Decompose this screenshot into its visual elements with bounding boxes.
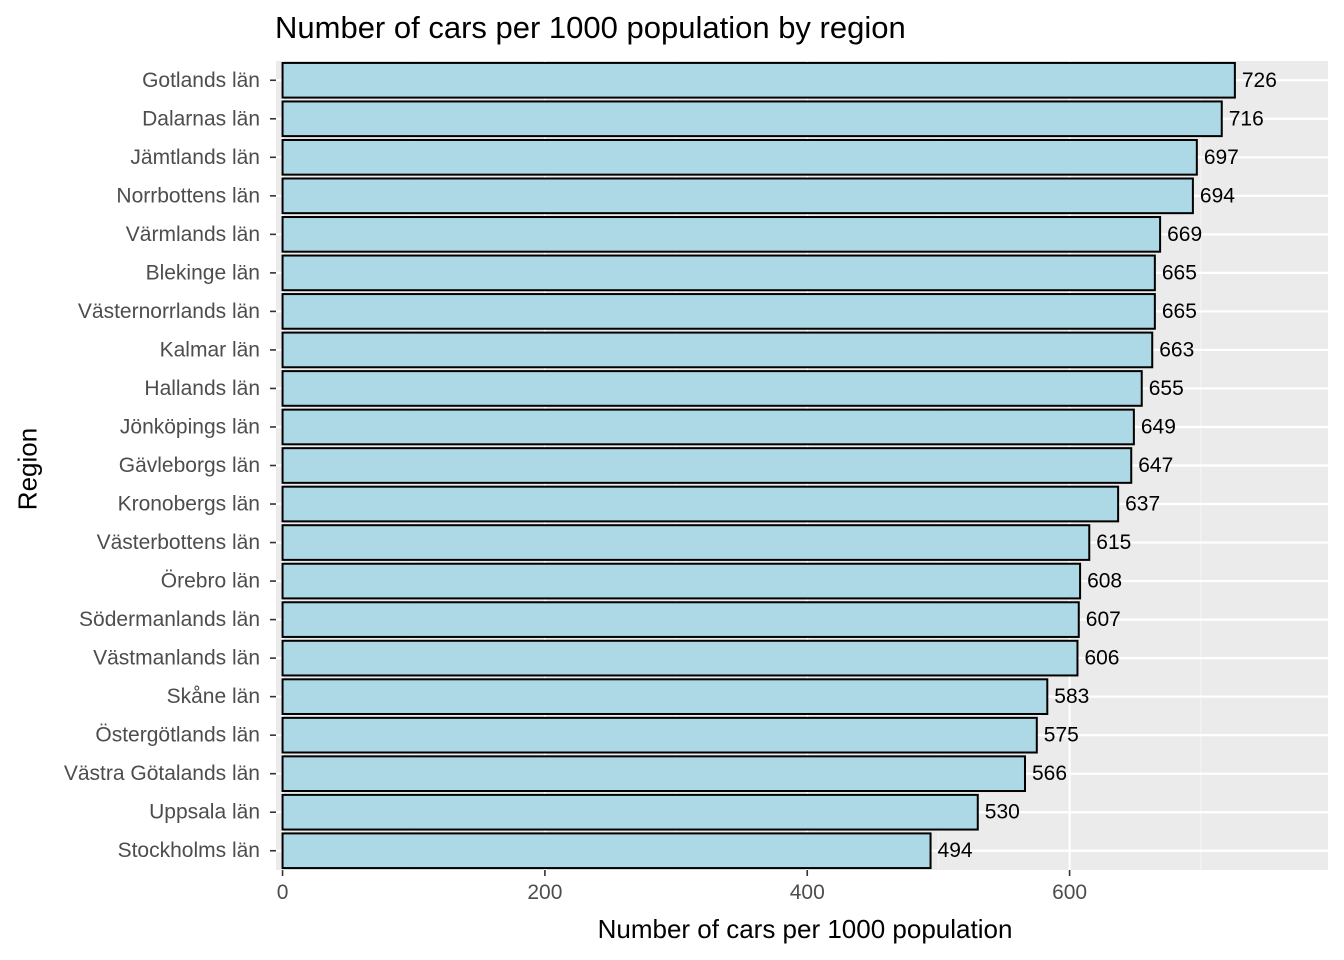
- data-label: 663: [1159, 338, 1194, 361]
- bar: [281, 832, 932, 870]
- x-tick-label: 400: [790, 881, 825, 904]
- y-tick-label: Västerbottens län: [97, 531, 260, 554]
- data-label: 607: [1086, 608, 1121, 631]
- bar: [281, 254, 1156, 292]
- y-tick-label: Stockholms län: [118, 839, 260, 862]
- data-label: 615: [1096, 531, 1131, 554]
- y-tick-label: Västernorrlands län: [78, 300, 260, 323]
- bar: [281, 639, 1079, 677]
- data-label: 583: [1054, 685, 1089, 708]
- x-axis-title: Number of cars per 1000 population: [597, 914, 1013, 944]
- y-tick-label: Gotlands län: [142, 69, 260, 92]
- data-label: 637: [1125, 493, 1160, 516]
- y-tick-label: Uppsala län: [149, 801, 260, 824]
- bar: [281, 485, 1120, 523]
- y-tick-label: Norrbottens län: [116, 184, 260, 207]
- y-tick-label: Gävleborgs län: [119, 454, 260, 477]
- bar: [281, 216, 1162, 253]
- bar: [281, 562, 1082, 600]
- y-tick-label: Hallands län: [144, 377, 260, 400]
- data-label: 608: [1087, 570, 1122, 593]
- y-tick-label: Skåne län: [167, 685, 260, 708]
- bar: [281, 524, 1091, 561]
- data-label: 566: [1032, 762, 1067, 785]
- data-label: 606: [1084, 647, 1119, 670]
- bar: [281, 716, 1038, 754]
- data-label: 726: [1242, 69, 1277, 92]
- bar: [281, 138, 1198, 176]
- data-label: 694: [1200, 184, 1235, 207]
- data-label: 655: [1149, 377, 1184, 400]
- data-label: 665: [1162, 261, 1197, 284]
- data-label: 669: [1167, 223, 1202, 246]
- y-tick-label: Östergötlands län: [95, 724, 260, 747]
- bar: [281, 447, 1133, 484]
- x-tick-label: 600: [1052, 881, 1087, 904]
- y-tick-label: Örebro län: [161, 570, 260, 593]
- y-tick-label: Jämtlands län: [130, 146, 260, 169]
- bar: [281, 678, 1049, 715]
- y-tick-label: Västra Götalands län: [64, 762, 260, 785]
- y-tick-label: Dalarnas län: [142, 107, 260, 130]
- bar: [281, 370, 1143, 407]
- data-label: 665: [1162, 300, 1197, 323]
- x-tick-label: 200: [527, 881, 562, 904]
- y-tick-label: Kalmar län: [160, 338, 260, 361]
- data-label: 575: [1044, 724, 1079, 747]
- bar: [281, 177, 1194, 215]
- bar: [281, 408, 1135, 446]
- data-label: 530: [985, 801, 1020, 824]
- bar: [281, 61, 1236, 99]
- bar: [281, 100, 1223, 138]
- y-tick-label: Västmanlands län: [93, 647, 260, 670]
- data-label: 649: [1141, 415, 1176, 438]
- y-tick-label: Kronobergs län: [118, 493, 260, 516]
- data-label: 716: [1229, 107, 1264, 130]
- bar: [281, 331, 1154, 369]
- y-axis-title: Region: [12, 427, 43, 511]
- data-label: 494: [938, 839, 973, 862]
- bar: [281, 793, 979, 831]
- bar: [281, 755, 1026, 793]
- bar: [281, 293, 1156, 330]
- y-tick-label: Jönköpings län: [120, 415, 260, 438]
- bar: [281, 601, 1080, 638]
- y-tick-label: Blekinge län: [146, 261, 260, 284]
- y-tick-label: Södermanlands län: [79, 608, 260, 631]
- y-tick-label: Värmlands län: [126, 223, 260, 246]
- data-label: 647: [1138, 454, 1173, 477]
- chart-title: Number of cars per 1000 population by re…: [275, 10, 906, 45]
- data-label: 697: [1204, 146, 1239, 169]
- x-tick-label: 0: [277, 881, 289, 904]
